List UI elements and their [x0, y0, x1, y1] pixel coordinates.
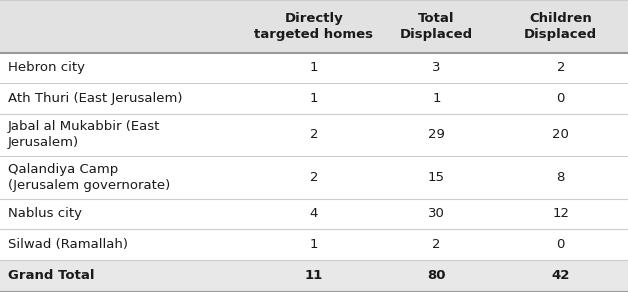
Text: 11: 11: [305, 269, 323, 282]
Bar: [0, 260, 628, 292]
Text: Directly
targeted homes: Directly targeted homes: [254, 12, 374, 41]
Text: 12: 12: [552, 207, 570, 220]
Bar: [0, 0, 628, 53]
Text: Hebron city: Hebron city: [8, 61, 85, 74]
Text: Nablus city: Nablus city: [8, 207, 82, 220]
Text: 20: 20: [553, 128, 569, 141]
Text: 42: 42: [551, 269, 570, 282]
Text: 2: 2: [556, 61, 565, 74]
Text: 2: 2: [432, 238, 441, 251]
Text: 1: 1: [432, 92, 441, 105]
Text: 8: 8: [556, 171, 565, 184]
Bar: [0, 156, 628, 199]
Text: 0: 0: [556, 238, 565, 251]
Text: 1: 1: [310, 238, 318, 251]
Text: Ath Thuri (East Jerusalem): Ath Thuri (East Jerusalem): [8, 92, 183, 105]
Text: Qalandiya Camp
(Jerusalem governorate): Qalandiya Camp (Jerusalem governorate): [8, 163, 170, 192]
Text: 1: 1: [310, 92, 318, 105]
Bar: [0, 53, 628, 83]
Text: Children
Displaced: Children Displaced: [524, 12, 597, 41]
Text: 15: 15: [428, 171, 445, 184]
Bar: [0, 114, 628, 156]
Text: Total
Displaced: Total Displaced: [400, 12, 473, 41]
Text: 2: 2: [310, 171, 318, 184]
Text: Grand Total: Grand Total: [8, 269, 94, 282]
Text: 30: 30: [428, 207, 445, 220]
Text: 4: 4: [310, 207, 318, 220]
Text: 29: 29: [428, 128, 445, 141]
Text: Jabal al Mukabbir (East
Jerusalem): Jabal al Mukabbir (East Jerusalem): [8, 120, 160, 149]
Text: 1: 1: [310, 61, 318, 74]
Bar: [0, 199, 628, 229]
Bar: [0, 83, 628, 114]
Text: 2: 2: [310, 128, 318, 141]
Text: Silwad (Ramallah): Silwad (Ramallah): [8, 238, 128, 251]
Text: 0: 0: [556, 92, 565, 105]
Bar: [0, 229, 628, 260]
Text: 80: 80: [427, 269, 446, 282]
Text: 3: 3: [432, 61, 441, 74]
